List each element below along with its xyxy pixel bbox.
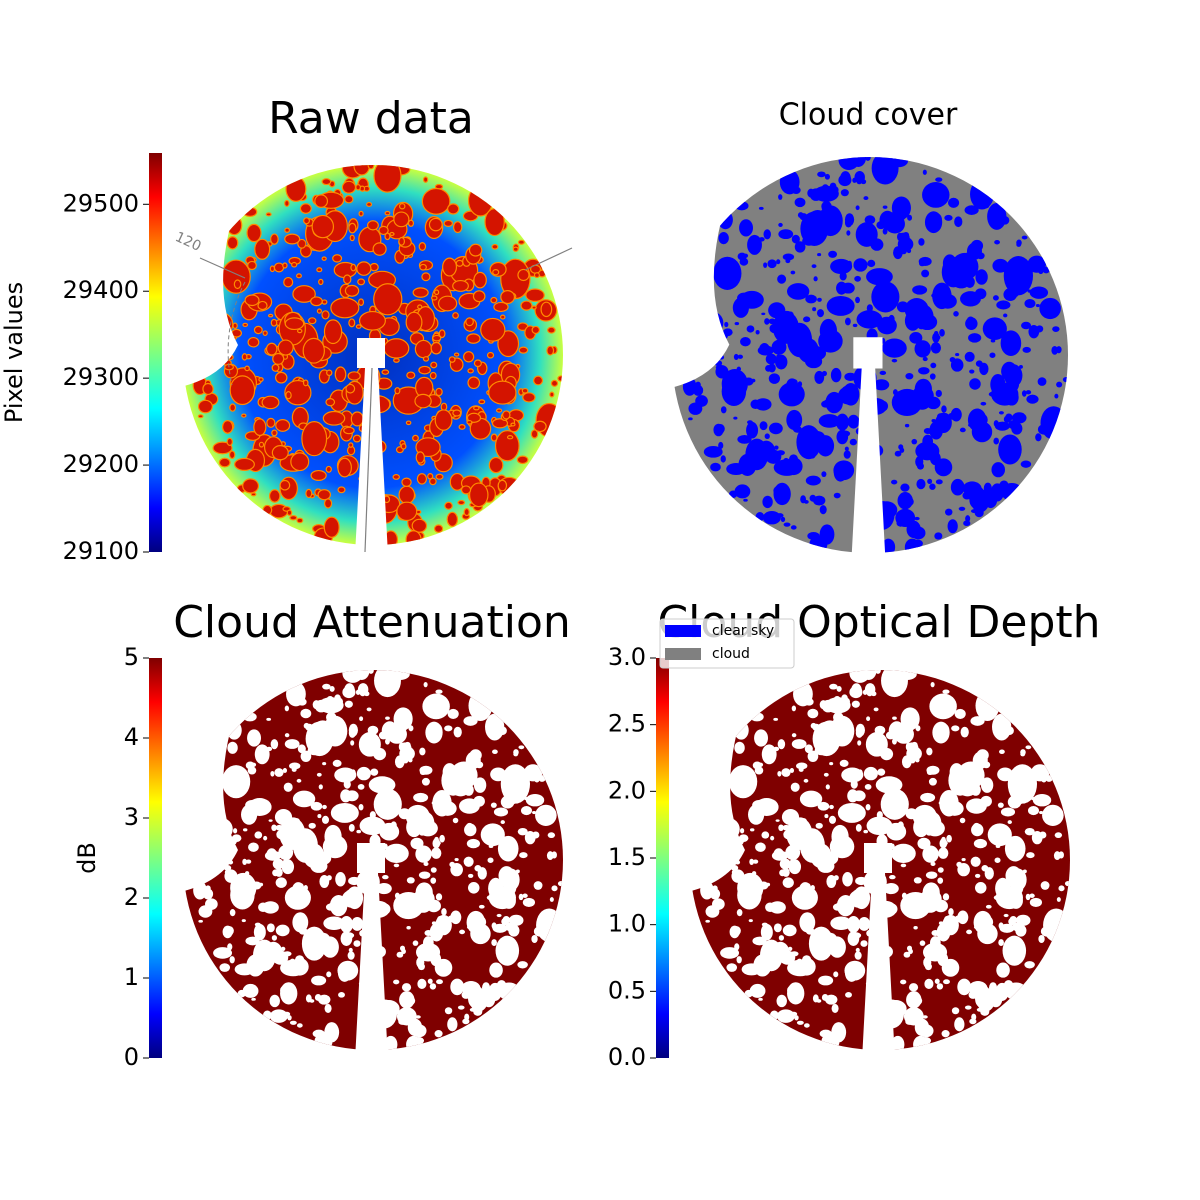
legend-label: clear sky bbox=[712, 623, 774, 639]
legend-label: cloud bbox=[712, 646, 750, 662]
tick-label: 1.5 bbox=[608, 843, 646, 871]
tick-label: 3 bbox=[124, 803, 139, 831]
azimuth-line bbox=[199, 257, 246, 279]
mask-notch bbox=[665, 720, 745, 892]
colorbar bbox=[149, 658, 162, 1058]
mask-mount bbox=[851, 337, 886, 564]
mask-notch bbox=[158, 720, 238, 892]
colorbar-label: dB bbox=[73, 842, 101, 874]
elevation-ring bbox=[227, 281, 246, 386]
tick-label: 4 bbox=[124, 723, 139, 751]
azimuth-line bbox=[364, 367, 373, 553]
tick-label: 29300 bbox=[63, 363, 139, 391]
colorbar bbox=[656, 658, 669, 1058]
mask-mount bbox=[862, 843, 895, 1060]
panel-title: Cloud Attenuation bbox=[173, 597, 571, 648]
tick-label: 3.0 bbox=[608, 643, 646, 671]
tick-label: 1 bbox=[124, 963, 139, 991]
tick-label: 2.5 bbox=[608, 710, 646, 738]
azimuth-line bbox=[524, 247, 573, 271]
tick-label: 29400 bbox=[63, 276, 139, 304]
tick-label: 1.0 bbox=[608, 910, 646, 938]
panel-title: Cloud cover bbox=[779, 98, 958, 133]
panel-title: Raw data bbox=[268, 93, 474, 144]
tick-label: 0.0 bbox=[608, 1043, 646, 1071]
mask-mount bbox=[355, 843, 388, 1060]
mask-notch bbox=[158, 215, 238, 387]
tick-label: 29200 bbox=[63, 450, 139, 478]
panel: Cloud Attenuation 0 1 2 3 4 5 dB bbox=[73, 597, 571, 1071]
tick-label: 29100 bbox=[63, 537, 139, 565]
tick-label: 2 bbox=[124, 883, 139, 911]
tick-label: 0.5 bbox=[608, 976, 646, 1004]
mask-notch bbox=[645, 209, 730, 389]
tick-label: 2.0 bbox=[608, 776, 646, 804]
colorbar bbox=[149, 153, 162, 552]
legend-swatch bbox=[665, 625, 701, 637]
legend-swatch bbox=[665, 648, 701, 660]
tick-label: 5 bbox=[124, 643, 139, 671]
panel: Cloud cover bbox=[645, 98, 1068, 564]
legend: clear sky cloud bbox=[659, 618, 795, 669]
colorbar-label: Pixel values bbox=[0, 282, 28, 423]
tick-label: 29500 bbox=[63, 189, 139, 217]
mask-mount bbox=[355, 338, 388, 555]
tick-label: 0 bbox=[124, 1043, 139, 1071]
